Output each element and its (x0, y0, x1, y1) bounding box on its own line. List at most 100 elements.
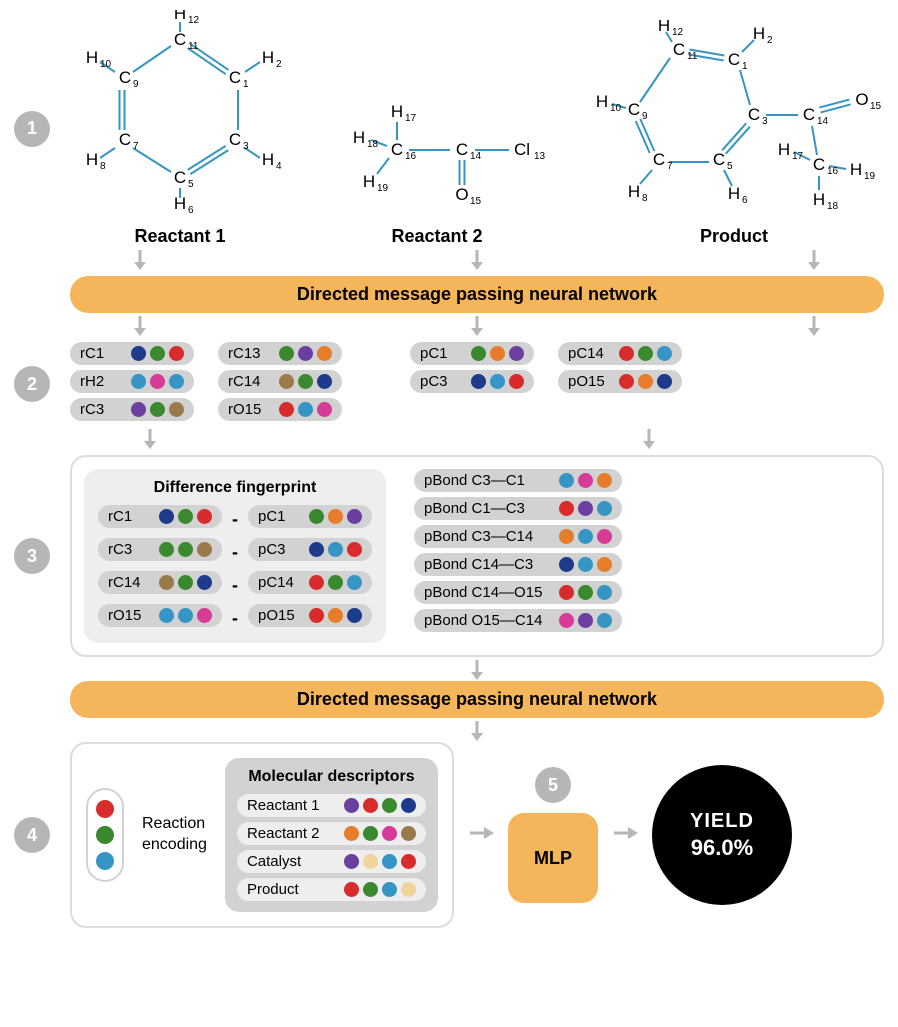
svg-text:H: H (596, 92, 608, 111)
svg-text:16: 16 (827, 166, 839, 177)
svg-text:8: 8 (100, 161, 106, 172)
reaction-encoding-label: Reaction encoding (142, 814, 207, 856)
svg-text:H: H (728, 184, 740, 203)
svg-text:H: H (174, 194, 186, 213)
svg-text:C: C (713, 150, 725, 169)
reaction-encoding-pill (86, 788, 124, 882)
difference-fingerprint-box: Difference fingerprint rC1-pC1rC3-pC3rC1… (84, 469, 386, 643)
svg-text:C: C (653, 150, 665, 169)
svg-text:12: 12 (188, 15, 200, 26)
svg-text:C: C (728, 50, 740, 69)
step3-box: Difference fingerprint rC1-pC1rC3-pC3rC1… (70, 455, 884, 657)
product-structure: C11C1C3C5C7C9C14O15C16H12H2H10H8H6H17H19… (584, 20, 884, 220)
pill: rC14 (218, 370, 342, 393)
pill: pC1 (248, 505, 372, 528)
svg-text:C: C (803, 105, 815, 124)
arrows-step2-to-step3 (70, 427, 884, 454)
dmpnn-bar-1: Directed message passing neural network (70, 276, 884, 313)
pill: rC3 (70, 398, 194, 421)
svg-text:H: H (391, 102, 403, 121)
svg-text:12: 12 (672, 27, 684, 38)
pill: rC1 (98, 505, 222, 528)
pill: rC14 (98, 571, 222, 594)
arrows-mol-to-dmpnn (70, 248, 884, 275)
svg-text:H: H (86, 150, 98, 169)
svg-text:7: 7 (667, 161, 673, 172)
svg-text:C: C (174, 168, 186, 187)
svg-text:H: H (353, 128, 365, 147)
svg-text:4: 4 (276, 161, 282, 172)
svg-text:7: 7 (133, 141, 139, 152)
reactant1-structure: C11C1C3C5C7C9H12H2H4H6H8H10 (70, 10, 290, 220)
pill: pC1 (410, 342, 534, 365)
diff-title: Difference fingerprint (98, 479, 372, 497)
svg-text:C: C (229, 130, 241, 149)
pill: rO15 (218, 398, 342, 421)
pill: Catalyst (237, 850, 426, 873)
pill: pBond C3—C1 (414, 469, 622, 492)
pill: pBond C14—O15 (414, 581, 622, 604)
svg-text:C: C (174, 30, 186, 49)
svg-text:H: H (262, 48, 274, 67)
svg-text:6: 6 (742, 195, 748, 206)
pill: rC1 (70, 342, 194, 365)
svg-text:H: H (658, 20, 670, 35)
svg-text:10: 10 (610, 103, 622, 114)
svg-text:C: C (456, 140, 468, 159)
svg-text:C: C (748, 105, 760, 124)
pill: pC3 (410, 370, 534, 393)
svg-text:H: H (363, 172, 375, 191)
mlp-box: MLP (508, 813, 598, 903)
svg-text:H: H (86, 48, 98, 67)
arrow-step3-to-dmpnn2 (70, 658, 884, 680)
svg-text:5: 5 (727, 161, 733, 172)
svg-text:17: 17 (405, 113, 417, 124)
svg-text:H: H (813, 190, 825, 209)
svg-text:14: 14 (817, 116, 829, 127)
svg-text:13: 13 (534, 151, 546, 162)
svg-text:14: 14 (470, 151, 482, 162)
pill: Reactant 1 (237, 794, 426, 817)
pill: pBond C1—C3 (414, 497, 622, 520)
svg-text:H: H (753, 24, 765, 43)
svg-text:1: 1 (243, 79, 249, 90)
pill: rC3 (98, 538, 222, 561)
svg-text:O: O (455, 185, 468, 204)
pill: pC14 (558, 342, 682, 365)
svg-text:3: 3 (243, 141, 249, 152)
svg-text:C: C (119, 68, 131, 87)
svg-text:15: 15 (870, 101, 882, 112)
svg-text:11: 11 (687, 51, 698, 62)
svg-text:10: 10 (100, 59, 112, 70)
svg-text:6: 6 (188, 205, 194, 216)
svg-text:8: 8 (642, 193, 648, 204)
svg-text:C: C (673, 40, 685, 59)
pill: pBond O15—C14 (414, 609, 622, 632)
svg-text:9: 9 (642, 111, 648, 122)
step-3-badge: 3 (14, 538, 50, 574)
svg-text:H: H (628, 182, 640, 201)
arrow-to-yield (612, 823, 638, 848)
svg-text:C: C (391, 140, 403, 159)
arrows-dmpnn-to-step2 (70, 314, 884, 341)
svg-text:9: 9 (133, 79, 139, 90)
svg-text:Cl: Cl (514, 140, 530, 159)
pill: Reactant 2 (237, 822, 426, 845)
descriptors-title: Molecular descriptors (237, 768, 426, 786)
molecules-row: C11C1C3C5C7C9H12H2H4H6H8H10 Reactant 1 C… (70, 10, 884, 247)
pill: Product (237, 878, 426, 901)
step4-box: Reaction encoding Molecular descriptors … (70, 742, 454, 928)
pill: rC13 (218, 342, 342, 365)
product-label: Product (700, 226, 768, 247)
molecular-descriptors-box: Molecular descriptors Reactant 1 Reactant… (225, 758, 438, 912)
pill: rH2 (70, 370, 194, 393)
yield-value: 96.0% (691, 835, 753, 861)
reactant2-structure: C16C14Cl13O15H17H18H19 (327, 90, 547, 220)
svg-text:2: 2 (276, 59, 282, 70)
svg-text:17: 17 (792, 151, 804, 162)
step-1-badge: 1 (14, 111, 50, 147)
svg-text:3: 3 (762, 116, 768, 127)
svg-text:19: 19 (377, 183, 389, 194)
pill: pO15 (558, 370, 682, 393)
svg-text:2: 2 (767, 35, 773, 46)
